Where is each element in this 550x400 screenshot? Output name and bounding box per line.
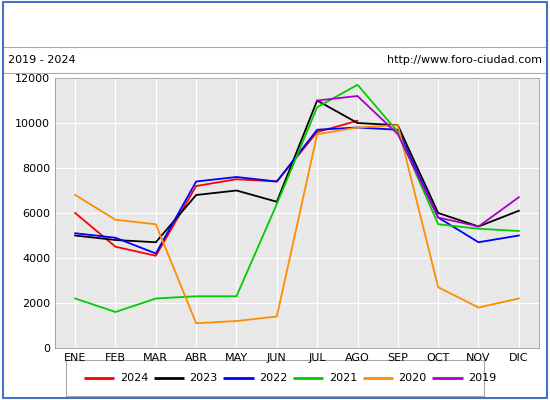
Text: 2020: 2020 [398, 373, 427, 383]
Text: Evolucion Nº Turistas Nacionales en el municipio de Sotillo de la Adrada: Evolucion Nº Turistas Nacionales en el m… [12, 16, 538, 30]
Text: 2019: 2019 [468, 373, 496, 383]
Text: 2022: 2022 [259, 373, 288, 383]
Text: http://www.foro-ciudad.com: http://www.foro-ciudad.com [387, 55, 542, 65]
Text: 2019 - 2024: 2019 - 2024 [8, 55, 76, 65]
Text: 2023: 2023 [189, 373, 218, 383]
Text: 2024: 2024 [120, 373, 148, 383]
Text: 2021: 2021 [329, 373, 357, 383]
